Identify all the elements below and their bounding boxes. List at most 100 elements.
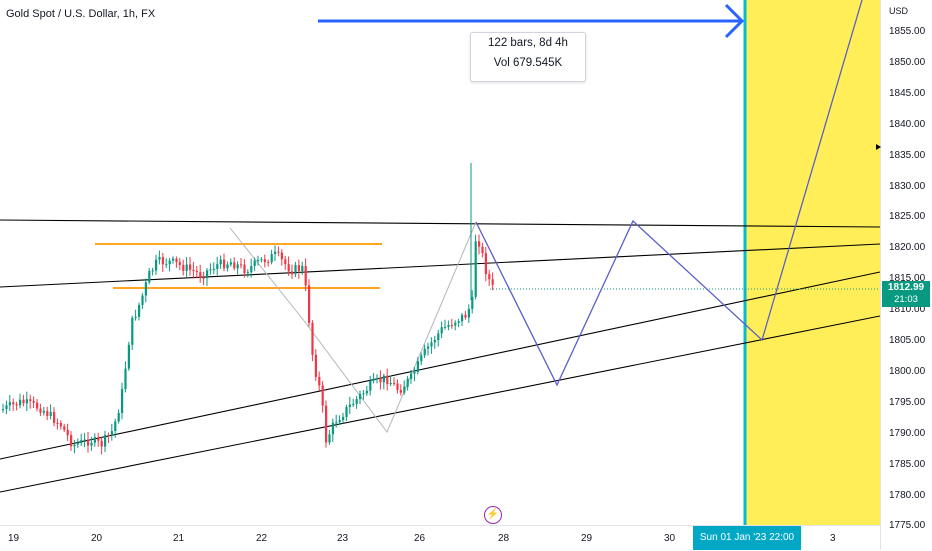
candle-body	[304, 265, 307, 286]
candle-body	[342, 416, 345, 421]
candle-body	[301, 265, 304, 271]
candle-body	[19, 399, 22, 406]
candle-body	[274, 251, 277, 255]
candle-body	[121, 389, 124, 413]
symbol-title[interactable]: Gold Spot / U.S. Dollar, 1h, FX	[6, 8, 156, 20]
price-tick-label: 1775.00	[889, 520, 926, 532]
candle-body	[365, 390, 368, 394]
candle-body	[110, 431, 113, 436]
candle-body	[376, 378, 379, 380]
candle-body	[49, 411, 52, 416]
candle-body	[223, 259, 226, 269]
candle-body	[253, 260, 256, 266]
candle-body	[386, 375, 389, 385]
candle-body	[246, 272, 249, 274]
candle-body	[308, 285, 311, 323]
candle-body	[219, 259, 222, 265]
candle-body	[478, 241, 481, 247]
candle-body	[263, 259, 266, 263]
candle-body	[2, 409, 5, 411]
candle-body	[444, 326, 447, 328]
candle-body	[396, 383, 399, 390]
candle-body	[379, 378, 382, 383]
time-tick-label: 22	[256, 533, 268, 544]
time-axis[interactable]: 19 20 21 22 23 26 28 29 30 3 Sun 01 Jan '23 22:00	[0, 525, 880, 551]
candle-body	[25, 399, 28, 404]
candle-body	[229, 262, 232, 265]
candle-body	[338, 420, 341, 423]
candle-body	[124, 368, 127, 390]
candle-body	[331, 422, 334, 435]
candle-body	[393, 382, 396, 384]
price-tick-label: 1830.00	[889, 180, 926, 192]
volume-text: Vol 679.545K	[493, 57, 563, 69]
candle-body	[403, 386, 406, 393]
candle-body	[359, 394, 362, 400]
price-tick-label: 1835.00	[889, 149, 926, 161]
candle-body	[294, 265, 297, 275]
candle-body	[117, 412, 120, 422]
candle-body	[212, 268, 215, 270]
pattern-line-grey[interactable]	[229, 221, 477, 433]
candle-body	[314, 354, 317, 377]
candle-body	[471, 296, 474, 309]
candle-body	[257, 260, 260, 262]
time-tick-label: 19	[8, 533, 20, 544]
last-price-value: 1812.99	[887, 282, 925, 293]
candle-body	[104, 435, 107, 447]
candle-body	[114, 421, 117, 432]
price-axis[interactable]: USD 1855.00 1850.00 1845.00 1840.00 1835.00 1…	[876, 0, 932, 550]
candle-body	[8, 402, 11, 406]
candles	[2, 163, 494, 455]
arrow-head	[724, 3, 745, 39]
candle-body	[175, 258, 178, 263]
candle-body	[172, 258, 175, 261]
candle-body	[22, 399, 25, 404]
trend-line-lower[interactable]	[0, 271, 880, 460]
cursor-icon	[876, 144, 881, 150]
candle-body	[151, 270, 154, 272]
candle-body	[148, 271, 151, 283]
candle-body	[321, 385, 324, 406]
candle-body	[134, 316, 137, 318]
candle-body	[328, 434, 331, 443]
candle-body	[447, 325, 450, 327]
candle-body	[46, 410, 49, 416]
candle-body	[461, 314, 464, 322]
candle-body	[345, 407, 348, 417]
candle-body	[15, 404, 18, 406]
candle-body	[287, 264, 290, 272]
candle-body	[131, 317, 134, 345]
chart-area[interactable]: Gold Spot / U.S. Dollar, 1h, FX 122 bars…	[0, 0, 880, 525]
candle-body	[144, 282, 147, 296]
lightning-icon[interactable]: ⚡	[484, 506, 502, 524]
candle-body	[76, 443, 79, 445]
candle-body	[311, 322, 314, 355]
time-tick-label: 26	[414, 533, 426, 544]
range-measure-box: 122 bars, 8d 4h Vol 679.545K	[470, 32, 586, 82]
candle-body	[42, 410, 45, 413]
candle-body	[206, 270, 209, 279]
price-tick-label: 1845.00	[889, 87, 926, 99]
candle-body	[83, 439, 86, 441]
price-chart[interactable]	[0, 0, 880, 525]
candle-body	[202, 277, 205, 279]
bar-countdown: 21:03	[894, 294, 918, 305]
candle-body	[100, 440, 103, 447]
candle-body	[138, 304, 141, 317]
price-tick-label: 1820.00	[889, 242, 926, 254]
candle-body	[63, 426, 66, 430]
candle-body	[90, 442, 93, 446]
trend-line-upper[interactable]	[0, 243, 880, 288]
candle-body	[277, 251, 280, 253]
trend-line-bottom[interactable]	[0, 315, 880, 493]
candle-body	[457, 321, 460, 323]
candle-body	[348, 404, 351, 408]
trend-line-top[interactable]	[0, 219, 880, 228]
candle-body	[70, 435, 73, 447]
candle-body	[141, 295, 144, 305]
projection-path[interactable]	[475, 0, 863, 387]
candle-body	[243, 264, 246, 274]
candle-body	[73, 444, 76, 447]
price-tick-label: 1825.00	[889, 211, 926, 223]
